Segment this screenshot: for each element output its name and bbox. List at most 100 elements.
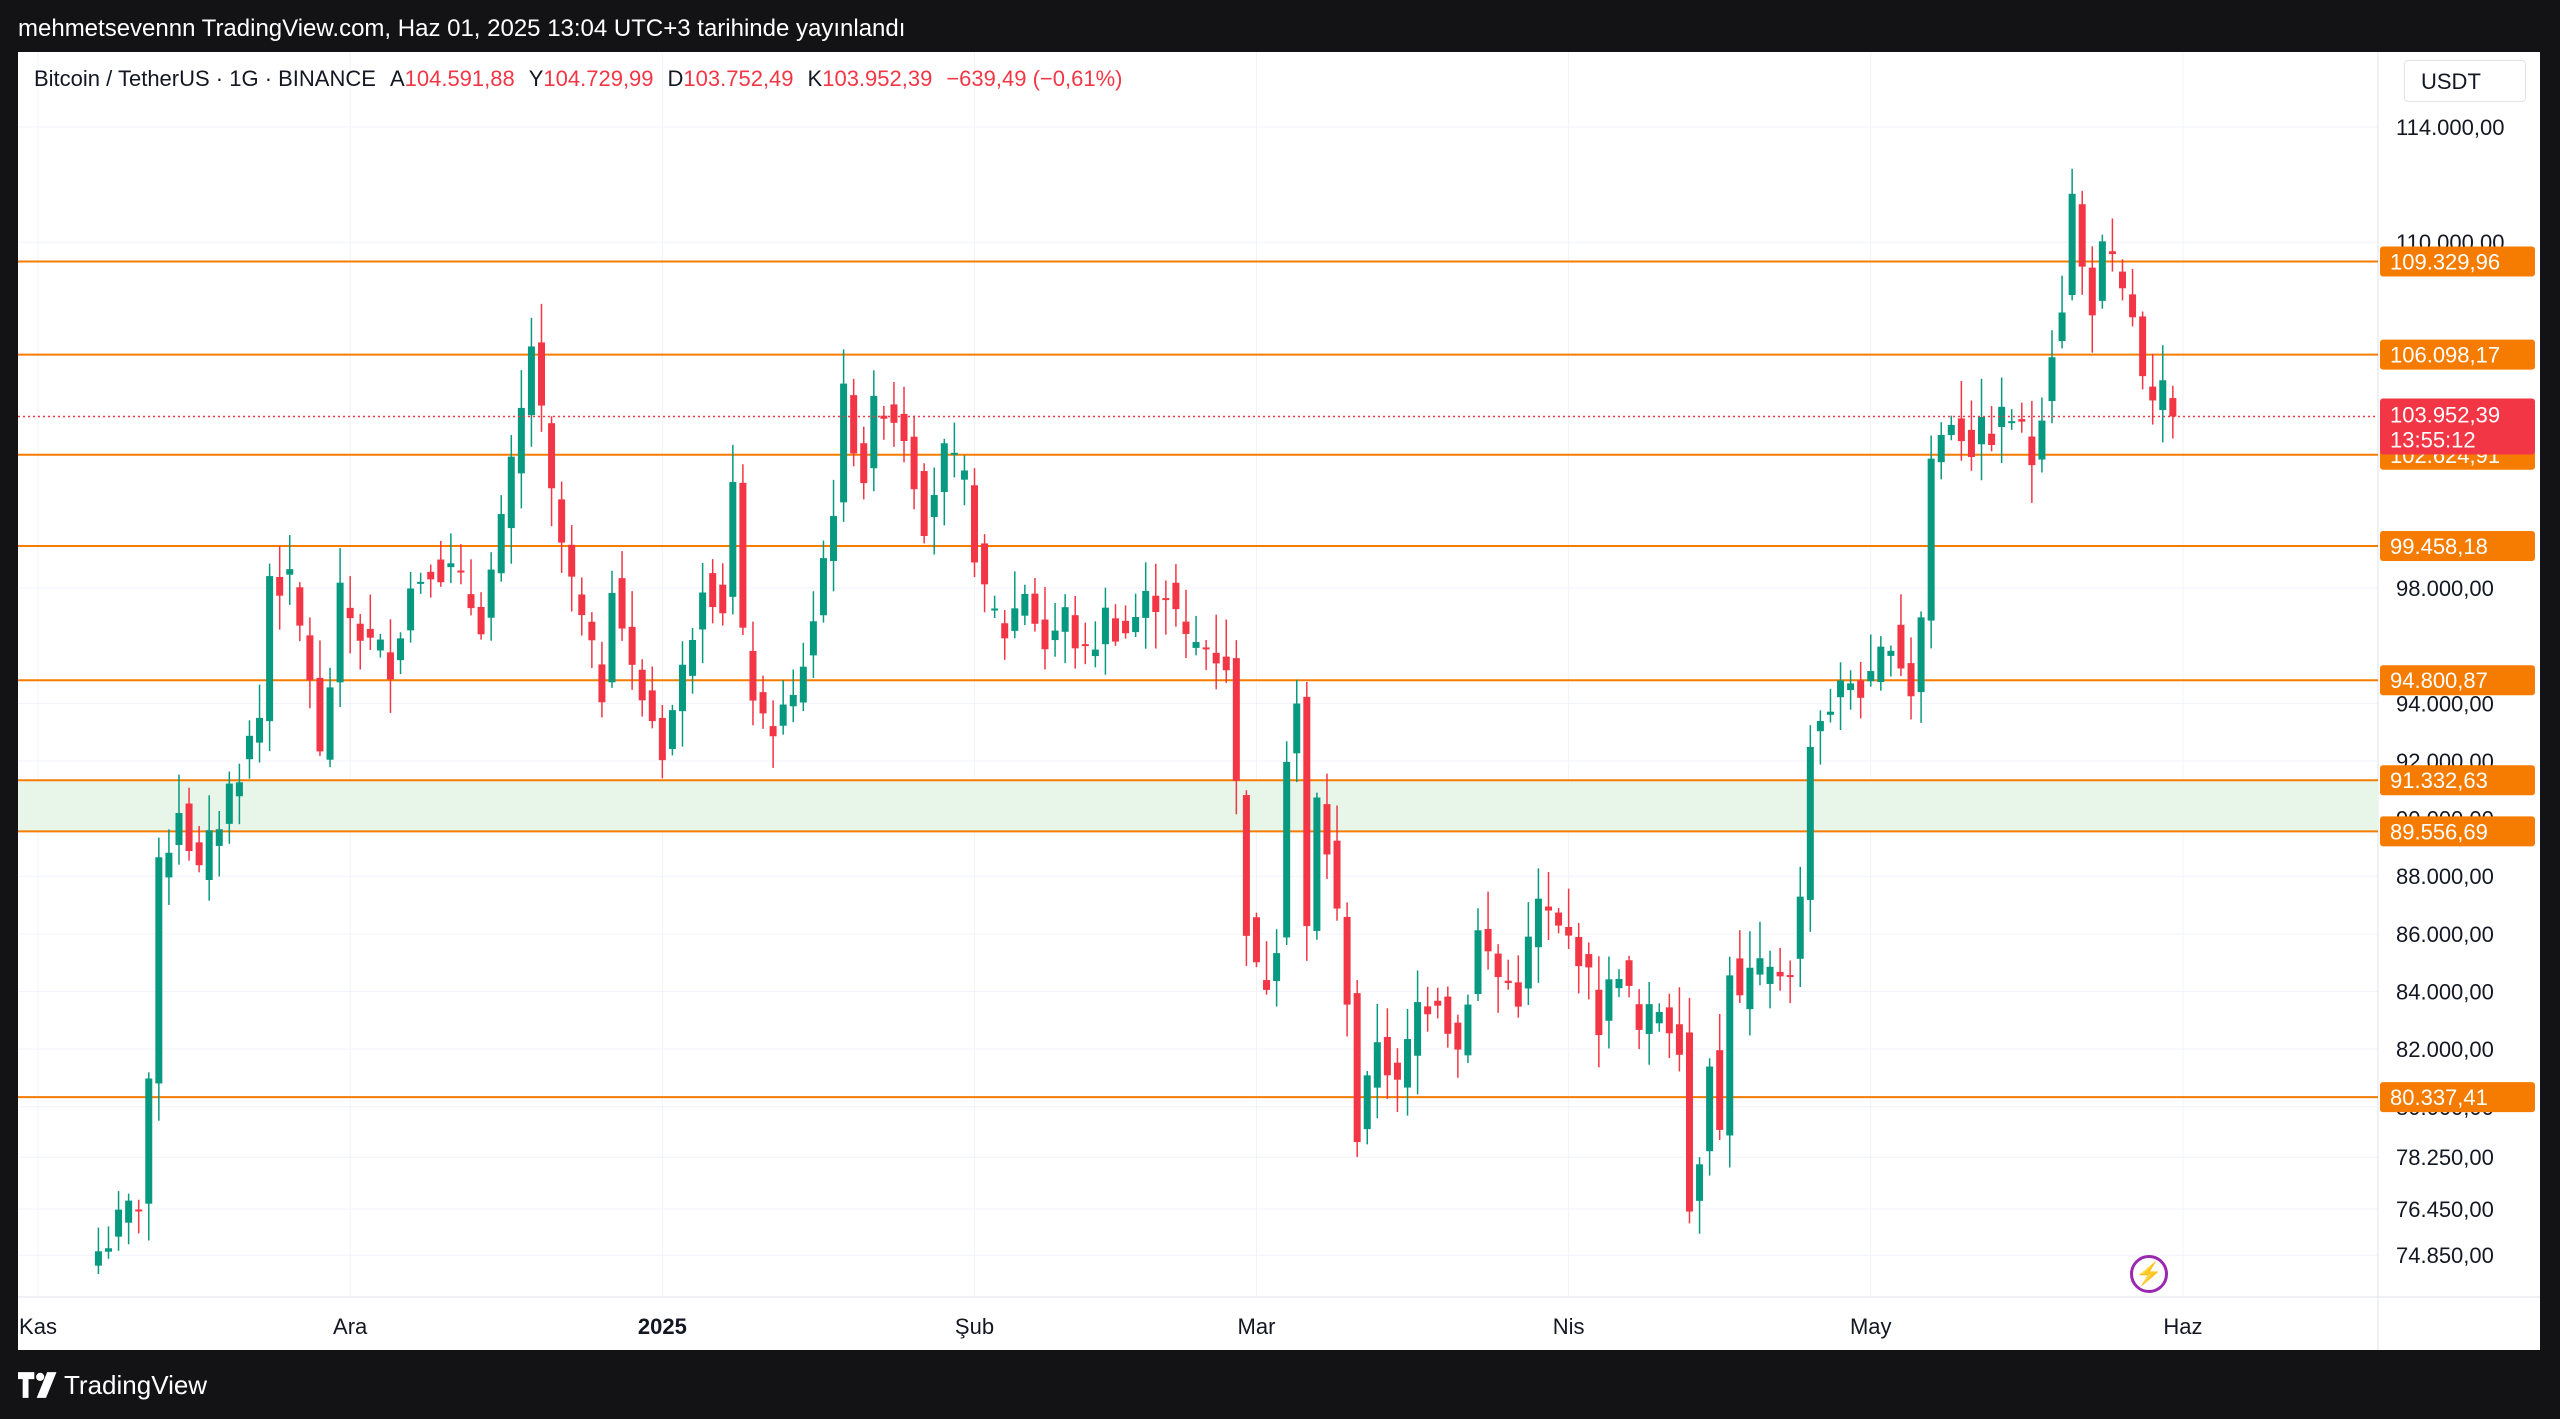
candle-body [407, 588, 415, 631]
candle-body [1021, 593, 1029, 616]
level-price-label: 80.337,41 [2390, 1085, 2488, 1110]
level-price-tag [2380, 765, 2535, 796]
candle-body [598, 664, 606, 703]
candle-body [930, 495, 938, 517]
candle-body [1675, 1024, 1683, 1055]
candle-body [1111, 618, 1119, 642]
candle-body [1545, 906, 1552, 911]
symbol-title[interactable]: Bitcoin / TetherUS · 1G · BINANCE [34, 66, 376, 91]
candle-body [1071, 615, 1079, 649]
level-price-label: 109.329,96 [2390, 250, 2500, 275]
time-tick-label: Haz [2163, 1314, 2202, 1339]
price-tick-label: 114.000,00 [2396, 115, 2504, 140]
candle-body [2108, 251, 2116, 255]
candle-body [709, 573, 717, 608]
candle-body [950, 452, 958, 455]
candle-body [638, 669, 646, 701]
candle-body [1575, 936, 1583, 967]
candle-body [306, 635, 314, 681]
candle-body [457, 570, 465, 573]
candle-body [1081, 644, 1089, 647]
candle-body [1796, 896, 1804, 959]
candle-body [386, 652, 394, 680]
level-price-label: 89.556,69 [2390, 819, 2488, 844]
candle-body [840, 383, 848, 503]
candle-body [1031, 593, 1039, 624]
last-price-tag [2380, 398, 2535, 455]
candle-body [1756, 958, 1764, 975]
candle-body [2088, 267, 2096, 316]
candle-body [125, 1200, 133, 1223]
candle-body [2139, 316, 2147, 377]
candle-body [1283, 761, 1291, 938]
candle-body [1353, 993, 1361, 1143]
candle-body [1927, 458, 1935, 621]
change-value: −639,49 (−0,61%) [946, 66, 1123, 91]
candle-body [558, 499, 566, 543]
candle-body [527, 346, 535, 416]
candle-body [2098, 241, 2106, 301]
price-chart[interactable]: 114.000,00110.000,0098.000,0094.000,0092… [18, 52, 2540, 1350]
candle-body [1988, 433, 1996, 445]
candle-body [1897, 624, 1905, 669]
level-price-tag [2380, 1082, 2535, 1113]
candle-body [326, 687, 334, 760]
candle-body [940, 443, 948, 492]
candle-body [689, 640, 697, 676]
candle-body [2048, 357, 2056, 402]
candle-body [1947, 424, 1955, 436]
candle-body [799, 666, 807, 703]
candle-body [256, 717, 264, 743]
price-tick-label: 82.000,00 [2396, 1037, 2494, 1062]
publish-line: mehmetsevennn TradingView.com, Haz 01, 2… [18, 15, 906, 42]
candle-body [769, 726, 777, 737]
chart-panel[interactable]: Bitcoin / TetherUS · 1G · BINANCE A104.59… [18, 52, 2540, 1350]
level-price-tag [2380, 531, 2535, 562]
candle-body [1484, 928, 1492, 952]
candle-body [1313, 797, 1321, 931]
bolt-icon[interactable]: ⚡ [2130, 1255, 2168, 1293]
time-tick-label: Mar [1238, 1314, 1276, 1339]
candle-body [1333, 840, 1341, 909]
candle-body [1816, 721, 1824, 732]
high-value: 104.729,99 [543, 66, 654, 91]
candle-body [1222, 656, 1230, 671]
candle-body [658, 717, 666, 761]
level-price-tag [2380, 246, 2535, 277]
candle-body [1001, 623, 1009, 639]
price-tick-label: 94.000,00 [2396, 691, 2494, 716]
candle-body [1605, 979, 1613, 1021]
candle-body [175, 813, 183, 845]
candle-body [1182, 621, 1190, 634]
candle-body [1716, 1050, 1724, 1130]
candle-body [1091, 649, 1099, 657]
candle-body [618, 578, 626, 629]
candle-body [1847, 683, 1855, 691]
level-price-tag [2380, 665, 2535, 696]
candle-body [1857, 680, 1865, 698]
candle-body [1776, 971, 1784, 977]
candle-body [860, 443, 868, 484]
candle-body [366, 628, 374, 638]
candle-body [568, 544, 576, 577]
candle-body [2008, 421, 2016, 424]
candle-body [1494, 953, 1502, 978]
candle-body [1323, 804, 1331, 855]
low-value: 103.752,49 [683, 66, 794, 91]
footer-bar: TradingView [0, 1350, 2560, 1419]
candle-body [1142, 590, 1150, 618]
candle-body [155, 857, 163, 1084]
candle-body [195, 842, 203, 866]
low-label: D [667, 66, 684, 91]
candle-body [759, 692, 767, 714]
candle-body [779, 704, 787, 726]
candle-body [699, 592, 707, 630]
candle-body [1937, 434, 1945, 463]
time-tick-label: 2025 [638, 1314, 687, 1339]
candle-body [971, 485, 979, 563]
currency-button[interactable]: USDT [2404, 60, 2526, 102]
candle-body [376, 639, 384, 651]
level-price-label: 99.458,18 [2390, 534, 2488, 559]
candle-body [739, 482, 747, 628]
price-tick-label: 88.000,00 [2396, 864, 2494, 889]
